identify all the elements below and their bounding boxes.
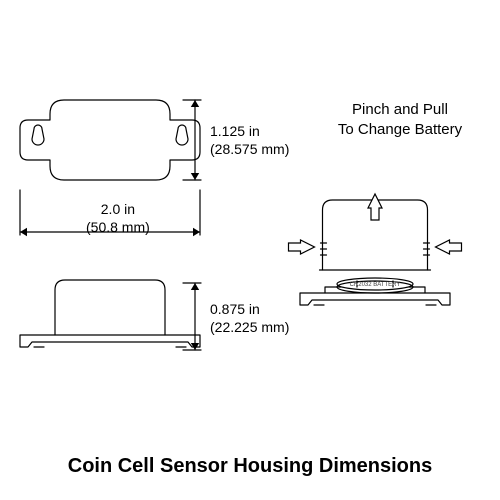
dim-height-side: 0.875 in(22.225 mm)	[210, 300, 289, 336]
diagram-title: Coin Cell Sensor Housing Dimensions	[0, 455, 500, 478]
dim-width: 2.0 in(50.8 mm)	[86, 200, 150, 236]
dim-height-top: 1.125 in(28.575 mm)	[210, 122, 289, 158]
instruction-text: Pinch and PullTo Change Battery	[320, 100, 480, 139]
technical-drawing: CR2032 BATTERY	[0, 0, 500, 500]
